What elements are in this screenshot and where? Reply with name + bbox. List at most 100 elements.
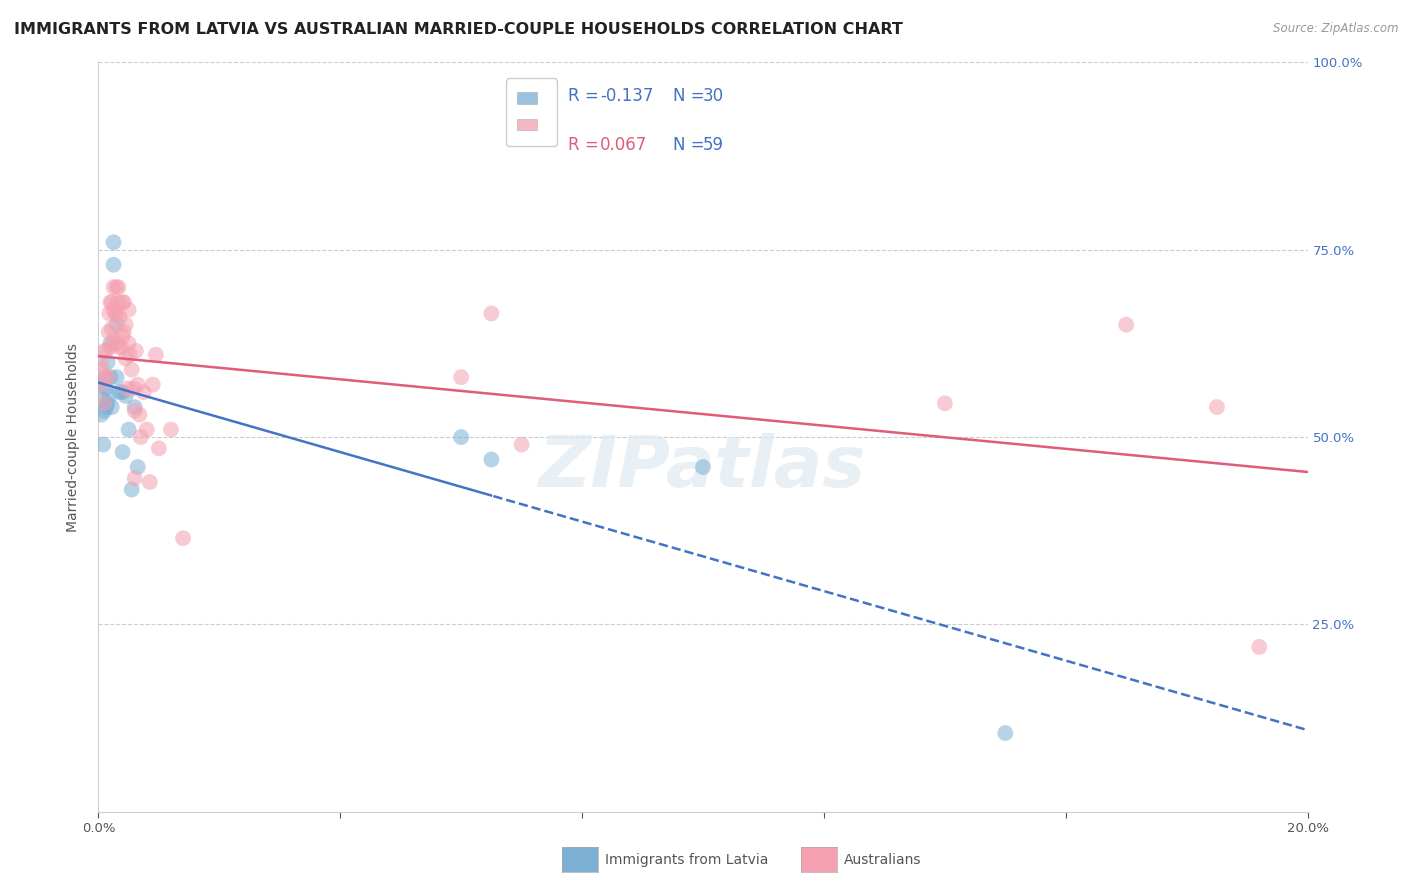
- Point: [118, 336, 141, 351]
- Point: [450, 430, 472, 444]
- Point: [125, 343, 148, 358]
- Point: [1206, 400, 1229, 414]
- Point: [94, 381, 117, 395]
- Point: [481, 452, 503, 467]
- Point: [132, 385, 155, 400]
- Point: [93, 404, 115, 418]
- Point: [114, 318, 136, 332]
- Text: Immigrants from Latvia: Immigrants from Latvia: [605, 853, 768, 867]
- Point: [93, 370, 115, 384]
- Point: [107, 280, 129, 294]
- Point: [118, 423, 141, 437]
- Point: [100, 295, 122, 310]
- Point: [91, 362, 114, 376]
- Point: [91, 437, 114, 451]
- Point: [98, 389, 121, 403]
- Point: [128, 408, 150, 422]
- Point: [90, 408, 112, 422]
- Point: [100, 321, 122, 335]
- Text: Australians: Australians: [844, 853, 921, 867]
- Point: [103, 280, 125, 294]
- Point: [145, 348, 167, 362]
- Point: [172, 531, 194, 545]
- Point: [103, 302, 125, 317]
- Point: [104, 306, 127, 320]
- Text: 59: 59: [703, 136, 724, 153]
- Point: [510, 437, 533, 451]
- Point: [89, 377, 111, 392]
- Point: [107, 295, 129, 310]
- Point: [1249, 640, 1271, 654]
- Point: [160, 423, 183, 437]
- Point: [105, 280, 128, 294]
- Point: [127, 377, 149, 392]
- Point: [142, 377, 165, 392]
- Point: [93, 343, 115, 358]
- Point: [105, 306, 128, 320]
- Text: ZIPatlas: ZIPatlas: [540, 433, 866, 501]
- Text: 30: 30: [703, 87, 724, 105]
- Text: Source: ZipAtlas.com: Source: ZipAtlas.com: [1274, 22, 1399, 36]
- Text: N =: N =: [673, 87, 704, 105]
- Point: [103, 333, 125, 347]
- Point: [111, 329, 134, 343]
- Text: -0.137: -0.137: [600, 87, 654, 105]
- Point: [111, 385, 134, 400]
- Point: [103, 235, 125, 250]
- Point: [118, 302, 141, 317]
- Point: [96, 370, 118, 384]
- Text: R =: R =: [568, 136, 599, 153]
- Point: [124, 404, 146, 418]
- Text: N =: N =: [673, 136, 704, 153]
- Point: [105, 336, 128, 351]
- Point: [108, 310, 131, 325]
- Point: [117, 381, 139, 395]
- Point: [129, 430, 152, 444]
- Point: [91, 392, 114, 407]
- Point: [114, 389, 136, 403]
- Point: [124, 471, 146, 485]
- Point: [100, 336, 122, 351]
- Text: R =: R =: [568, 87, 599, 105]
- Point: [481, 306, 503, 320]
- Point: [994, 726, 1017, 740]
- Point: [121, 483, 143, 497]
- Point: [148, 442, 170, 456]
- Point: [96, 355, 118, 369]
- Point: [114, 351, 136, 366]
- Point: [98, 306, 121, 320]
- Point: [89, 355, 111, 369]
- Y-axis label: Married-couple Households: Married-couple Households: [66, 343, 80, 532]
- Point: [122, 381, 145, 395]
- Point: [121, 362, 143, 376]
- Point: [93, 396, 115, 410]
- Legend: , : ,: [506, 78, 557, 146]
- Point: [108, 385, 131, 400]
- Point: [110, 340, 132, 354]
- Point: [450, 370, 472, 384]
- Point: [124, 400, 146, 414]
- Point: [139, 475, 162, 489]
- Point: [100, 295, 122, 310]
- Text: IMMIGRANTS FROM LATVIA VS AUSTRALIAN MARRIED-COUPLE HOUSEHOLDS CORRELATION CHART: IMMIGRANTS FROM LATVIA VS AUSTRALIAN MAR…: [14, 22, 903, 37]
- Point: [96, 400, 118, 414]
- Point: [105, 370, 128, 384]
- Point: [96, 343, 118, 358]
- Point: [100, 370, 122, 384]
- Point: [127, 460, 149, 475]
- Point: [96, 396, 118, 410]
- Point: [100, 400, 122, 414]
- Point: [692, 460, 714, 475]
- Point: [112, 295, 135, 310]
- Point: [112, 325, 135, 339]
- Point: [118, 348, 141, 362]
- Point: [97, 325, 120, 339]
- Point: [103, 258, 125, 272]
- Point: [108, 340, 131, 354]
- Point: [1115, 318, 1137, 332]
- Point: [90, 377, 112, 392]
- Point: [94, 370, 117, 384]
- Point: [934, 396, 956, 410]
- Point: [111, 445, 134, 459]
- Point: [100, 340, 122, 354]
